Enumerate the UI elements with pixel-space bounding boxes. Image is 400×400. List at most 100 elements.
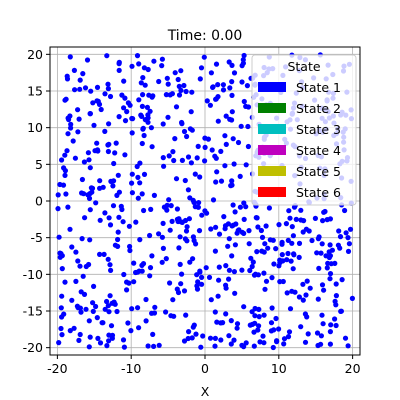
data-point — [138, 80, 144, 86]
data-point — [190, 324, 196, 330]
data-point — [183, 88, 189, 95]
data-point — [305, 331, 311, 337]
data-point — [257, 339, 263, 345]
data-point — [312, 215, 318, 221]
data-point — [129, 63, 135, 69]
data-point — [300, 229, 306, 235]
data-point — [226, 333, 232, 339]
data-point — [286, 208, 292, 214]
data-point — [205, 136, 211, 142]
data-point — [86, 344, 92, 350]
data-point — [291, 252, 297, 258]
data-point — [71, 325, 77, 331]
data-point — [243, 162, 249, 168]
data-point — [218, 320, 224, 326]
data-point — [166, 197, 172, 203]
data-point — [136, 325, 142, 331]
data-point — [125, 320, 131, 326]
data-point — [325, 260, 331, 266]
data-point — [273, 315, 279, 322]
data-point — [327, 276, 333, 282]
data-point — [63, 96, 69, 102]
data-point — [243, 340, 249, 346]
data-point — [204, 210, 210, 216]
data-point — [150, 331, 156, 337]
data-point — [339, 277, 345, 283]
data-point — [179, 271, 185, 277]
data-point — [143, 296, 149, 303]
data-point — [208, 297, 214, 303]
data-point — [230, 202, 236, 208]
data-point — [140, 126, 146, 132]
data-point — [80, 273, 86, 279]
data-point — [212, 335, 218, 341]
data-point — [135, 195, 141, 201]
data-point — [120, 337, 127, 343]
data-point — [97, 251, 103, 257]
data-point — [77, 86, 83, 92]
data-point — [188, 160, 194, 166]
data-point — [57, 181, 63, 188]
data-point — [195, 279, 201, 285]
data-point — [87, 111, 93, 117]
data-point — [229, 182, 235, 188]
data-point — [222, 226, 228, 232]
data-point — [210, 197, 217, 203]
data-point — [198, 344, 204, 350]
data-point — [140, 92, 146, 98]
data-point — [89, 189, 95, 195]
data-point — [56, 340, 62, 346]
data-point — [285, 334, 292, 340]
data-point — [175, 76, 181, 83]
data-point — [142, 117, 148, 123]
data-point — [197, 268, 203, 274]
data-point — [81, 159, 87, 165]
chart-title: Time: 0.00 — [167, 28, 243, 44]
data-point — [183, 312, 189, 318]
data-point — [190, 234, 196, 240]
data-point — [75, 107, 81, 113]
data-point — [245, 143, 251, 150]
data-point — [243, 204, 249, 210]
data-point — [333, 281, 339, 287]
data-point — [187, 259, 193, 265]
data-point — [59, 293, 65, 299]
data-point — [276, 326, 282, 332]
data-point — [188, 109, 194, 115]
data-point — [327, 341, 333, 347]
data-point — [147, 108, 153, 114]
data-point — [106, 309, 112, 315]
data-point — [69, 244, 75, 250]
x-tick-label: 0 — [201, 361, 209, 376]
data-point — [76, 116, 82, 122]
data-point — [67, 328, 73, 334]
data-point — [127, 102, 133, 108]
data-point — [69, 297, 75, 303]
data-point — [122, 95, 128, 101]
legend-label: State 4 — [296, 143, 341, 158]
data-point — [91, 283, 97, 289]
data-point — [332, 260, 338, 266]
data-point — [121, 105, 127, 111]
data-point — [212, 248, 218, 254]
data-point — [104, 298, 110, 305]
data-point — [347, 226, 354, 232]
data-point — [108, 267, 114, 273]
data-point — [127, 243, 133, 250]
legend-label: State 5 — [296, 164, 341, 179]
y-tick-label: 10 — [27, 120, 43, 135]
data-point — [190, 197, 196, 203]
data-point — [298, 324, 304, 330]
data-point — [304, 278, 310, 284]
data-point — [202, 158, 208, 164]
data-point — [202, 144, 208, 150]
data-point — [136, 61, 142, 67]
data-point — [171, 157, 177, 164]
data-point — [110, 203, 117, 209]
data-point — [296, 294, 302, 300]
data-point — [102, 306, 108, 312]
data-point — [59, 332, 65, 338]
data-point — [333, 322, 339, 329]
data-point — [167, 280, 173, 286]
data-point — [161, 163, 167, 169]
